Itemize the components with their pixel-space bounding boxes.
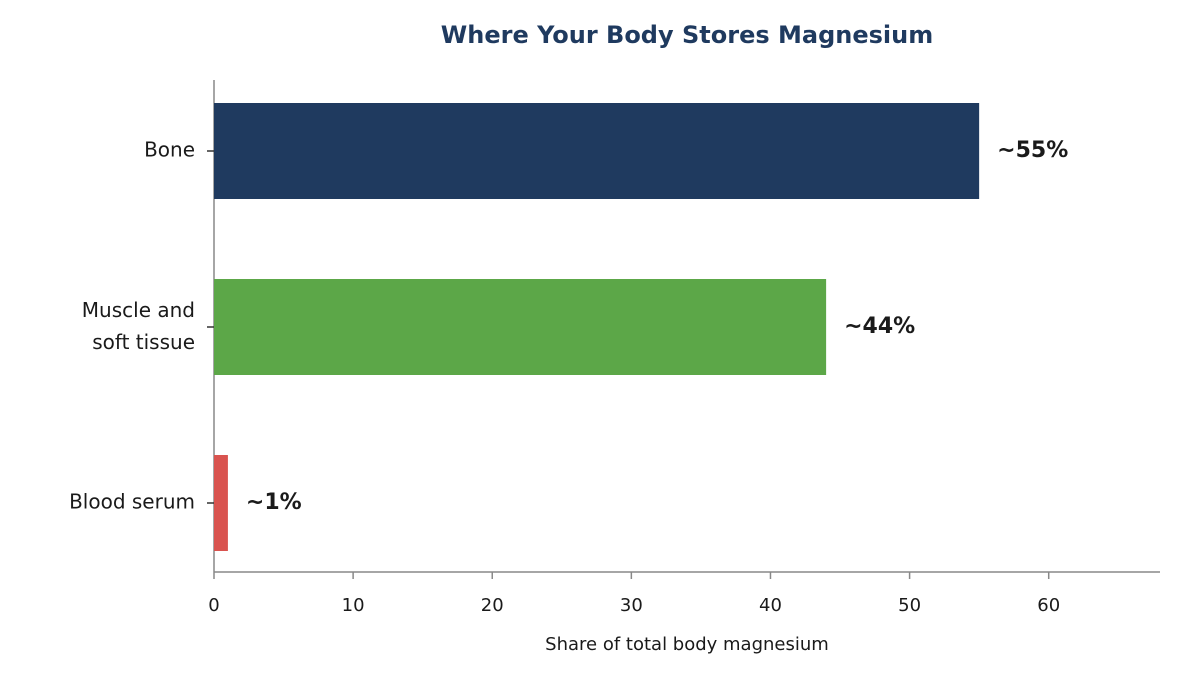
x-tick-label: 10 — [342, 595, 365, 616]
value-label: ~44% — [844, 314, 915, 339]
x-tick-label: 50 — [898, 595, 921, 616]
bar — [214, 279, 827, 375]
y-tick-label: Muscle and soft tissue — [82, 298, 195, 354]
x-tick-label: 20 — [481, 595, 504, 616]
x-tick-label: 40 — [759, 595, 782, 616]
bar — [214, 455, 228, 551]
chart-title: Where Your Body Stores Magnesium — [441, 21, 933, 49]
y-tick-label: Bone — [144, 138, 195, 162]
x-tick-label: 0 — [208, 595, 219, 616]
value-label: ~55% — [997, 138, 1068, 163]
x-axis-label: Share of total body magnesium — [545, 634, 829, 655]
bar — [214, 103, 980, 199]
x-tick-label: 30 — [620, 595, 643, 616]
value-label: ~1% — [246, 490, 302, 515]
x-tick-label: 60 — [1037, 595, 1060, 616]
y-tick-label: Blood serum — [69, 490, 195, 514]
